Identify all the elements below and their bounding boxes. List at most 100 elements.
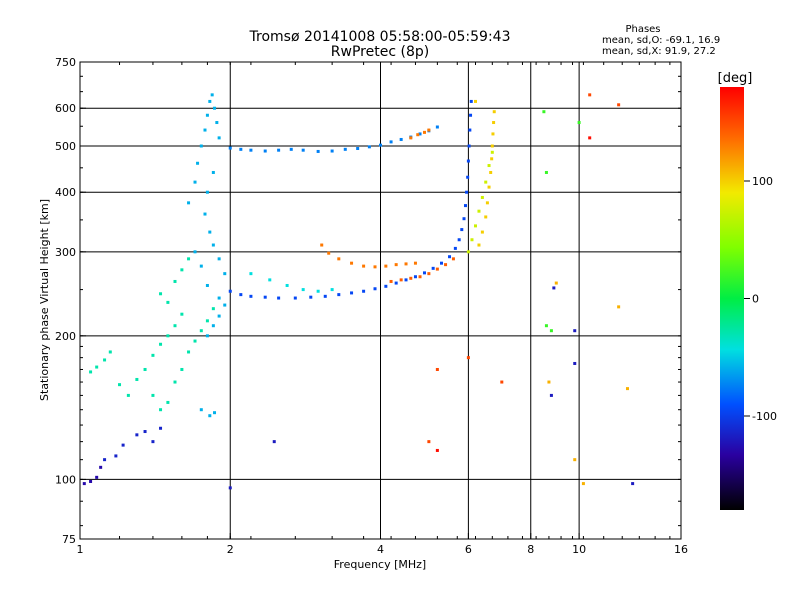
data-point — [631, 482, 635, 486]
data-point — [466, 250, 470, 254]
data-point — [350, 261, 354, 265]
colorbar-label: [deg] — [718, 71, 753, 86]
x-tick-label: 2 — [227, 543, 234, 556]
data-point — [465, 190, 469, 194]
data-point — [588, 136, 592, 140]
data-point — [440, 261, 444, 265]
data-point — [211, 307, 215, 311]
colorbar-tick-label: 100 — [752, 175, 773, 188]
data-point — [327, 251, 331, 255]
data-point — [89, 370, 93, 374]
data-point — [205, 190, 209, 194]
data-point — [215, 121, 219, 125]
data-point — [301, 288, 305, 292]
data-point — [159, 408, 163, 412]
data-point — [490, 144, 494, 148]
data-point — [239, 147, 243, 151]
data-point — [316, 289, 320, 293]
title-block: Tromsø 20141008 05:58:00-05:59:43 RwPret… — [249, 29, 511, 60]
data-point — [542, 110, 546, 114]
data-point — [208, 230, 212, 234]
data-point — [462, 217, 466, 221]
data-point — [435, 267, 439, 271]
data-point — [126, 393, 130, 397]
data-point — [205, 283, 209, 287]
data-point — [389, 140, 393, 144]
data-point — [228, 146, 232, 150]
data-point — [473, 99, 477, 103]
data-point — [427, 272, 431, 276]
x-tick-label: 16 — [674, 543, 688, 556]
colorbar-ticks: 100 0 -100 — [744, 175, 777, 423]
data-point — [180, 367, 184, 371]
data-point — [487, 185, 491, 189]
data-point — [409, 136, 413, 140]
data-point — [180, 268, 184, 272]
data-point — [617, 305, 621, 309]
data-point — [468, 128, 472, 132]
data-point — [213, 411, 217, 415]
x-tick-label: 1 — [77, 543, 84, 556]
data-point — [277, 296, 281, 300]
data-point — [554, 281, 558, 285]
data-point — [487, 164, 491, 168]
data-point — [490, 150, 494, 154]
data-point — [389, 279, 393, 283]
data-point — [118, 383, 122, 387]
data-point — [444, 263, 448, 267]
data-point — [394, 263, 398, 267]
data-point — [289, 147, 293, 151]
data-point — [114, 454, 118, 458]
data-point — [228, 289, 232, 293]
data-point — [470, 238, 474, 242]
axis-ticks: 1 2 4 6 8 10 16 75 100 200 300 400 500 600 750 — [55, 56, 688, 556]
data-point — [95, 475, 99, 479]
data-point — [213, 106, 217, 110]
data-point — [469, 113, 473, 117]
data-point — [489, 170, 493, 174]
data-point — [431, 266, 435, 270]
data-point — [223, 303, 227, 307]
phase-stats-o-mode: mean, sd,O: -69.1, 16.9 — [602, 35, 720, 46]
data-point — [422, 271, 426, 275]
data-point — [199, 329, 203, 333]
data-point — [166, 300, 170, 304]
data-point — [211, 243, 215, 247]
x-tick-label: 8 — [527, 543, 534, 556]
data-point — [180, 312, 184, 316]
data-point — [409, 276, 413, 280]
data-point — [427, 440, 431, 444]
data-point — [173, 324, 177, 328]
data-point — [228, 486, 232, 490]
data-point — [549, 393, 553, 397]
y-tick-label: 750 — [55, 56, 76, 69]
data-point — [384, 284, 388, 288]
data-point — [217, 296, 221, 300]
data-point — [199, 408, 203, 412]
data-point — [547, 380, 551, 384]
y-tick-label: 500 — [55, 140, 76, 153]
data-point — [187, 257, 191, 261]
data-point — [239, 293, 243, 297]
data-point — [151, 353, 155, 357]
data-point — [453, 246, 457, 250]
data-point — [573, 458, 577, 462]
data-point — [485, 201, 489, 205]
x-axis-label: Frequency [MHz] — [334, 558, 426, 571]
data-point — [199, 144, 203, 148]
colorbar-tick-label: 0 — [752, 293, 759, 306]
data-point — [418, 275, 422, 279]
data-point — [356, 146, 360, 150]
data-point — [143, 367, 147, 371]
data-point — [193, 180, 197, 184]
data-point — [217, 314, 221, 318]
phase-colorbar: [deg] 100 0 -100 — [718, 71, 777, 510]
data-point — [263, 295, 267, 299]
data-point — [343, 147, 347, 151]
data-point — [187, 350, 191, 354]
data-point — [435, 367, 439, 371]
data-point — [416, 133, 420, 137]
data-point — [203, 128, 207, 132]
colorbar-gradient — [720, 87, 744, 510]
data-point — [588, 93, 592, 97]
